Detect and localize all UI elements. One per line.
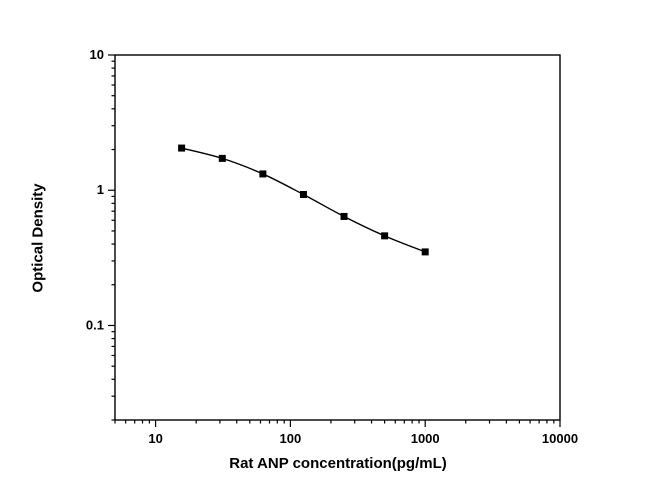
y-tick-label: 1 (97, 182, 104, 197)
data-point-marker (259, 170, 267, 178)
x-tick-label: 100 (280, 431, 302, 446)
y-axis-title: Optical Density (29, 183, 47, 293)
y-tick-label: 10 (90, 47, 104, 62)
plot-border (114, 54, 561, 421)
y-tick-label: 0.1 (86, 317, 104, 332)
data-point-marker (178, 144, 186, 152)
series-line-standard-curve (181, 147, 426, 253)
data-point-marker (381, 232, 389, 240)
x-tick-label: 10 (148, 431, 162, 446)
data-point-marker (340, 212, 348, 220)
x-tick-label: 10000 (542, 431, 578, 446)
data-point-marker (218, 154, 226, 162)
x-tick-label: 1000 (411, 431, 440, 446)
data-point-marker (421, 248, 429, 256)
data-point-marker (299, 190, 307, 198)
x-axis-title: Rat ANP concentration(pg/mL) (229, 455, 447, 472)
